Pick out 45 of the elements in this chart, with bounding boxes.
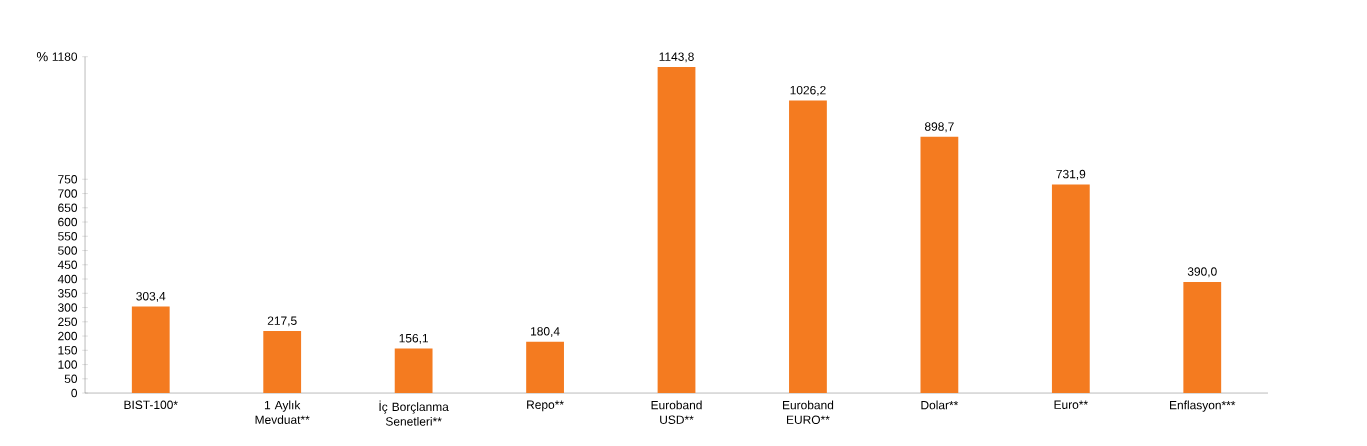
x-tick-label: BIST-100* (124, 400, 178, 410)
y-tick-label: 150 (58, 346, 78, 355)
y-tick-label: 650 (58, 203, 78, 213)
bar (657, 67, 696, 394)
y-tick-label: 450 (57, 260, 78, 270)
y-tick-label: 300 (58, 303, 78, 312)
y-tick-label: 50 (64, 374, 78, 384)
x-tick-label: İç Borçlanma Senetleri** (379, 400, 449, 426)
bar (131, 306, 170, 394)
bar (394, 348, 433, 394)
data-label: 731,9 (1056, 169, 1086, 180)
data-label: 180,4 (531, 327, 560, 337)
y-axis-title: % (36, 52, 48, 62)
y-tick-label: 750 (58, 175, 78, 184)
y-tick-label: 400 (57, 274, 78, 284)
x-tick-label: Euro** (1054, 400, 1088, 409)
x-tick-label: Dolar** (921, 400, 959, 410)
y-tick-label: 500 (58, 246, 78, 255)
bar (920, 136, 959, 394)
x-tick-label: Repo** (527, 400, 564, 412)
data-label: 390,0 (1187, 267, 1217, 278)
data-label: 898,7 (924, 122, 954, 133)
x-tick-label: 1 Aylık Mevduat** (255, 400, 310, 424)
y-tick-label: 1180 (52, 52, 78, 61)
y-tick-label: 550 (58, 232, 78, 241)
data-label: 1026,2 (790, 85, 826, 96)
bar (263, 331, 302, 394)
x-tick-label: Euroband EURO** (783, 400, 834, 424)
y-tick-label: 350 (58, 289, 78, 298)
y-tick-label: 250 (58, 317, 78, 327)
bar (1051, 184, 1090, 394)
bar (789, 100, 827, 394)
y-tick-label: 700 (58, 189, 78, 198)
x-tick-label: Euroband USD** (651, 400, 702, 424)
y-tick-label: 600 (58, 217, 78, 227)
data-label: 217,5 (267, 316, 297, 327)
data-label: 303,4 (136, 292, 166, 302)
y-tick-label: 200 (58, 331, 78, 341)
bar (1183, 281, 1222, 394)
bar (526, 341, 564, 394)
data-label: 1143,8 (659, 52, 694, 63)
x-tick-label: Enflasyon*** (1170, 400, 1236, 412)
y-tick-label: 100 (58, 360, 78, 369)
y-tick-label: 0 (71, 388, 78, 398)
data-label: 156,1 (399, 334, 428, 344)
